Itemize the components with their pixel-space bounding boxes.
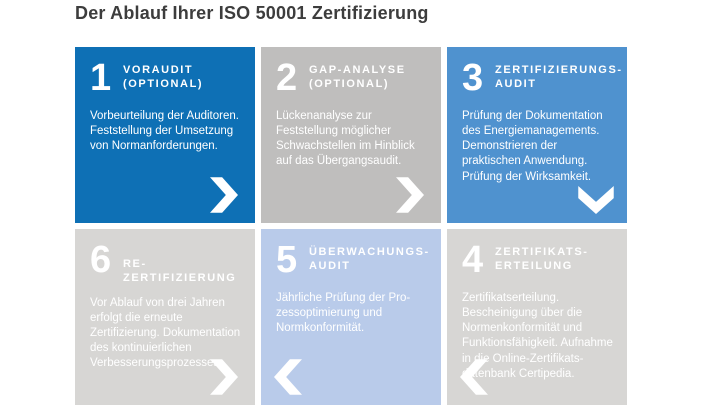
step-box-gap-analyse: 2 GAP-ANALYSE (OPTIONAL) Lückenanalyse z…: [261, 47, 441, 223]
step-title: GAP-ANALYSE (OPTIONAL): [309, 64, 406, 91]
page-title: Der Ablauf Ihrer ISO 50001 Zertifizierun…: [75, 3, 429, 23]
step-title: ZERTIFIKATS- ERTEILUNG: [495, 246, 589, 273]
chevron-down-icon: [578, 186, 614, 214]
step-header: 2 GAP-ANALYSE (OPTIONAL): [261, 47, 441, 99]
process-steps-grid: 1 VORAUDIT (OPTIONAL) Vorbeurteilung der…: [75, 47, 627, 405]
step-description: Vorbeurteilung der Auditoren. Feststellu…: [90, 109, 239, 153]
chevron-right-icon: [210, 359, 238, 395]
step-title: RE-ZERTIFIZIERUNG: [123, 258, 237, 285]
step-description: Lückenanalyse zur Feststellung möglicher…: [276, 109, 415, 168]
step-number: 1: [90, 57, 112, 99]
step-number: 4: [462, 239, 484, 281]
chevron-right-icon: [396, 177, 424, 213]
step-description: Jährliche Prüfung der Pro-zessoptimierun…: [276, 291, 411, 335]
step-number: 6: [90, 239, 112, 281]
step-header: 1 VORAUDIT (OPTIONAL): [75, 47, 255, 99]
step-title: ÜBERWACHUNGS- AUDIT: [309, 246, 430, 273]
chevron-left-icon: [274, 359, 302, 395]
step-header: 6 RE-ZERTIFIZIERUNG: [75, 229, 255, 286]
step-box-voraudit: 1 VORAUDIT (OPTIONAL) Vorbeurteilung der…: [75, 47, 255, 223]
step-box-zertifikatserteilung: 4 ZERTIFIKATS- ERTEILUNG Zertifikatserte…: [447, 229, 627, 405]
step-number: 2: [276, 57, 298, 99]
step-header: 4 ZERTIFIKATS- ERTEILUNG: [447, 229, 627, 281]
chevron-left-icon: [460, 359, 488, 395]
step-description: Zertifikatserteilung. Bescheinigung über…: [462, 291, 613, 380]
step-description: Vor Ablauf von drei Jahren erfolgt die e…: [90, 296, 241, 370]
step-title: VORAUDIT (OPTIONAL): [123, 64, 204, 91]
step-number: 5: [276, 239, 298, 281]
step-number: 3: [462, 57, 484, 99]
step-description: Prüfung der Dokumentation des Energieman…: [462, 109, 603, 183]
chevron-right-icon: [210, 177, 238, 213]
step-box-zertifizierungsaudit: 3 ZERTIFIZIERUNGS- AUDIT Prüfung der Dok…: [447, 47, 627, 223]
step-title: ZERTIFIZIERUNGS- AUDIT: [495, 64, 623, 91]
step-header: 5 ÜBERWACHUNGS- AUDIT: [261, 229, 441, 281]
step-header: 3 ZERTIFIZIERUNGS- AUDIT: [447, 47, 627, 99]
step-box-re-zertifizierung: 6 RE-ZERTIFIZIERUNG Vor Ablauf von drei …: [75, 229, 255, 405]
step-box-ueberwachungsaudit: 5 ÜBERWACHUNGS- AUDIT Jährliche Prüfung …: [261, 229, 441, 405]
